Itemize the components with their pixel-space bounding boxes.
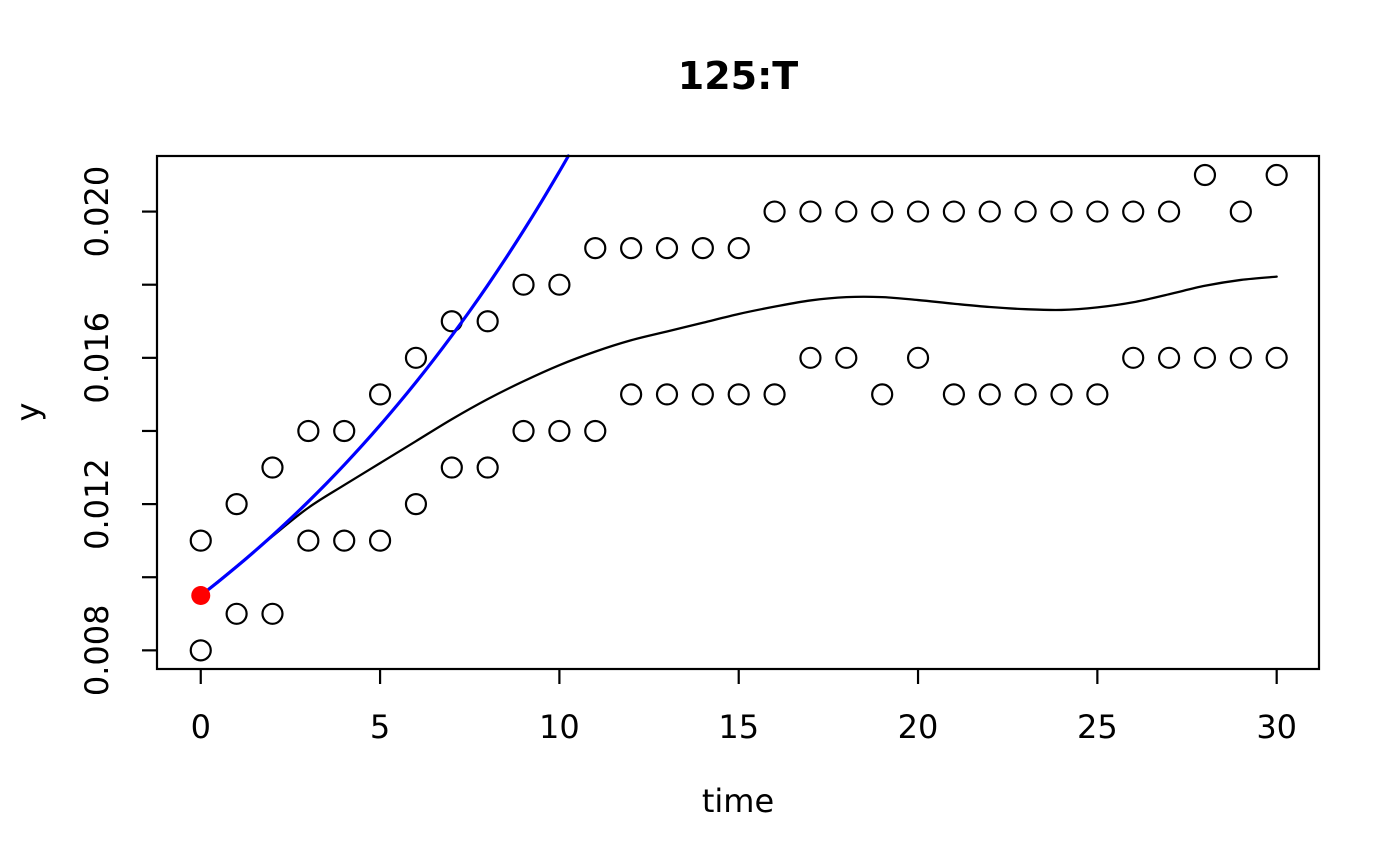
data-point-circle (404, 346, 428, 369)
data-point-circle (942, 383, 966, 406)
data-point-circle (584, 419, 607, 443)
data-point-circle (1014, 383, 1037, 406)
data-point-circle (297, 529, 320, 552)
initial-value-dot (191, 586, 211, 606)
data-point-circle (655, 383, 679, 406)
data-point-circle (189, 529, 212, 552)
data-point-circle (297, 419, 320, 443)
data-point-circle (727, 237, 750, 260)
data-point-circle (978, 383, 1001, 406)
data-point-circle (1157, 346, 1181, 369)
data-point-circle (1193, 163, 1217, 187)
data-point-circle (691, 383, 714, 406)
data-point-circle (691, 237, 714, 260)
data-point-circle (225, 602, 248, 625)
data-point-circle (333, 529, 356, 552)
x-tick-label: 0 (191, 708, 211, 746)
x-tick-label: 10 (539, 708, 580, 746)
data-point-circle (548, 273, 571, 296)
data-point-circle (225, 492, 248, 516)
data-point-circle (333, 419, 356, 443)
data-point-circle (440, 456, 463, 479)
data-point-circle (476, 456, 499, 479)
data-point-circle (835, 346, 858, 369)
x-tick-label: 20 (898, 708, 939, 746)
x-tick-label: 25 (1077, 708, 1118, 746)
data-point-circle (1086, 383, 1109, 406)
data-point-circle (512, 419, 535, 443)
y-tick-label: 0.012 (78, 458, 116, 550)
y-tick-label: 0.008 (78, 605, 116, 697)
data-point-circle (906, 200, 930, 223)
x-axis-label: time (702, 782, 774, 820)
data-point-circle (871, 383, 894, 406)
data-point-circle (655, 237, 679, 260)
data-point-circle (261, 602, 284, 625)
data-point-circle (1265, 163, 1288, 187)
data-point-circle (1050, 200, 1073, 223)
data-point-circle (799, 346, 822, 369)
data-point-circle (1014, 200, 1037, 223)
y-tick-label: 0.016 (78, 312, 116, 404)
data-point-circle (1229, 200, 1252, 223)
data-point-circle (512, 273, 535, 296)
data-point-circle (1193, 346, 1217, 369)
chart-title: 125:T (678, 54, 799, 98)
data-point-circle (261, 456, 284, 479)
plot-box (155, 154, 1321, 671)
x-tick-label: 15 (718, 708, 759, 746)
data-point-circle (871, 200, 894, 223)
data-point-circle (368, 529, 392, 552)
x-tick-label: 5 (370, 708, 390, 746)
data-point-circle (1122, 346, 1145, 369)
data-point-circle (799, 200, 822, 223)
data-point-circle (835, 200, 858, 223)
data-point-circle (1086, 200, 1109, 223)
data-point-circle (1157, 200, 1181, 223)
x-tick-label: 30 (1256, 708, 1297, 746)
data-point-circle (727, 383, 750, 406)
data-point-circle (1122, 200, 1145, 223)
data-point-circle (906, 346, 930, 369)
data-point-circle (1265, 346, 1288, 369)
data-point-circle (1229, 346, 1252, 369)
data-point-circle (978, 200, 1001, 223)
data-point-circle (548, 419, 571, 443)
smooth-fit-line (199, 275, 1278, 597)
y-axis-label: y (9, 403, 47, 422)
y-tick-label: 0.020 (78, 166, 116, 258)
data-point-circle (942, 200, 966, 223)
data-point-circle (620, 383, 643, 406)
data-point-circle (763, 200, 786, 223)
data-point-circle (1050, 383, 1073, 406)
data-point-circle (189, 639, 212, 662)
exponential-fit-line (199, 154, 570, 598)
data-point-circle (620, 237, 643, 260)
data-point-circle (584, 237, 607, 260)
data-point-circle (404, 492, 428, 516)
data-point-circle (763, 383, 786, 406)
data-point-circle (368, 383, 392, 406)
data-point-circle (476, 310, 499, 333)
